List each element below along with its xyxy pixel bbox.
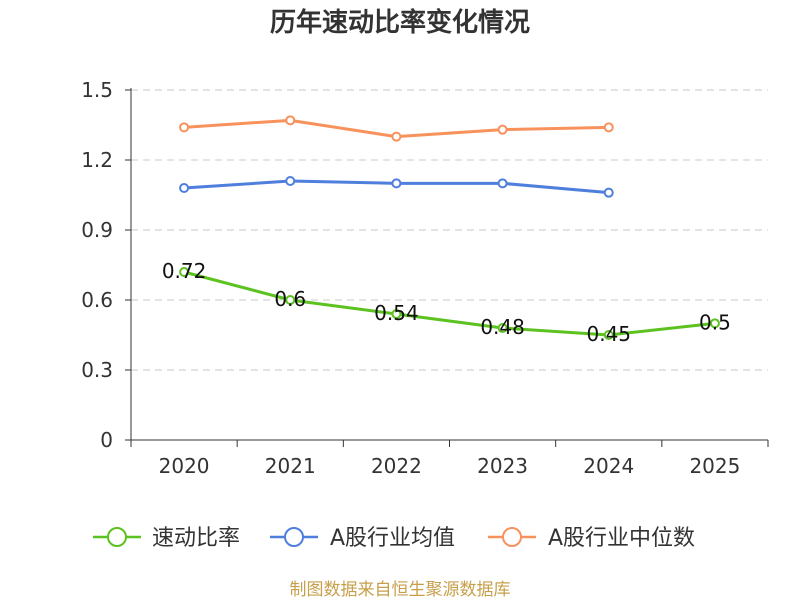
data-point[interactable]	[391, 131, 402, 142]
axes: 0 0.3 0.6 0.9 1.2 1.5 2020 2021 2022 2023 2024 2025	[81, 78, 769, 478]
data-point[interactable]	[391, 178, 402, 189]
source-footer: 制图数据来自恒生聚源数据库	[290, 580, 511, 600]
series-1	[179, 176, 614, 198]
y-tick-label: 0.3	[81, 358, 113, 382]
data-point[interactable]	[603, 330, 614, 340]
data-label: 0.54	[374, 301, 419, 325]
x-tick-label: 2020	[159, 454, 210, 478]
data-point[interactable]	[709, 318, 720, 329]
x-tick-label: 2022	[371, 454, 422, 478]
legend-label: A股行业均值	[330, 526, 455, 551]
y-tick-label: 1.5	[81, 78, 113, 102]
legend-item-quick-ratio[interactable]: 速动比率	[93, 526, 240, 551]
data-point[interactable]	[285, 115, 296, 126]
grid-lines	[131, 89, 768, 371]
y-tick-label: 1.2	[81, 148, 113, 172]
x-tick-label: 2021	[265, 454, 316, 478]
x-tick-label: 2023	[477, 454, 528, 478]
data-point[interactable]	[497, 178, 508, 189]
x-tick-label: 2024	[583, 454, 634, 478]
chart-title: 历年速动比率变化情况	[270, 7, 530, 38]
y-tick-label: 0.6	[81, 288, 113, 312]
data-label: 0.72	[162, 259, 207, 283]
data-point[interactable]	[603, 187, 614, 198]
data-point[interactable]	[497, 124, 508, 135]
y-tick-label: 0	[100, 428, 113, 452]
data-label: 0.45	[586, 322, 631, 346]
legend-item-industry-mean[interactable]: A股行业均值	[270, 526, 455, 551]
data-labels: 0.72 0.6 0.54 0.48 0.45 0.5	[162, 259, 731, 346]
data-point[interactable]	[603, 122, 614, 133]
legend-circle-marker	[107, 527, 127, 547]
data-point[interactable]	[179, 122, 190, 133]
legend-circle-marker	[284, 527, 304, 547]
data-label: 0.6	[274, 287, 306, 311]
data-label: 0.48	[480, 315, 525, 339]
series-0	[179, 267, 720, 340]
data-label: 0.5	[699, 310, 731, 334]
data-point[interactable]	[391, 309, 402, 319]
data-point[interactable]	[285, 176, 296, 186]
data-point[interactable]	[179, 267, 190, 277]
data-point[interactable]	[179, 183, 190, 193]
legend-label: A股行业中位数	[548, 526, 695, 551]
legend-circle-marker	[502, 527, 522, 547]
legend-label: 速动比率	[152, 526, 240, 551]
series-layer	[179, 115, 720, 340]
data-point[interactable]	[497, 323, 508, 333]
series-2	[179, 115, 614, 142]
data-point[interactable]	[285, 295, 296, 305]
legend-item-industry-median[interactable]: A股行业中位数	[488, 526, 695, 551]
y-tick-label: 0.9	[81, 218, 113, 242]
legend: 速动比率 A股行业均值 A股行业中位数	[93, 526, 695, 551]
x-tick-label: 2025	[689, 454, 740, 478]
series-line	[183, 270, 716, 337]
